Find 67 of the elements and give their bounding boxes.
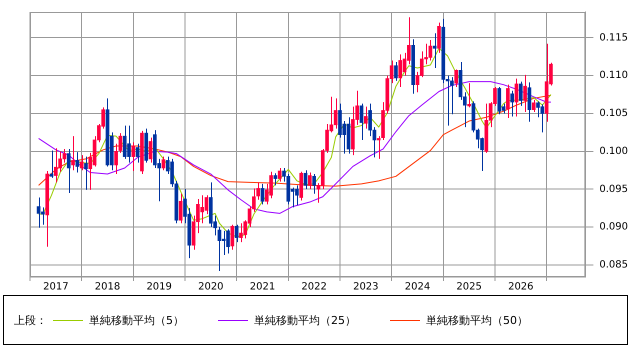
candlestick	[239, 222, 243, 243]
candlestick	[540, 104, 544, 133]
candlestick	[178, 193, 183, 224]
x-tick-label: 2019	[146, 282, 172, 293]
legend-label: 単純移動平均（25）	[254, 312, 356, 328]
candlestick	[127, 125, 131, 164]
candlestick	[260, 183, 264, 205]
candlestick	[122, 125, 127, 160]
candlestick	[162, 156, 166, 171]
candlestick	[454, 69, 458, 88]
candlestick	[510, 90, 514, 117]
x-tick-label: 2020	[198, 282, 224, 293]
candlestick	[368, 103, 372, 137]
candlestick	[364, 106, 368, 130]
y-tick-label: 0.115	[599, 32, 628, 44]
candlestick	[295, 184, 299, 206]
legend-label: 単純移動平均（50）	[426, 312, 528, 328]
x-tick-label: 2026	[508, 282, 534, 293]
candlestick	[304, 170, 308, 190]
y-tick-label: 0.100	[599, 146, 628, 157]
candlestick	[200, 194, 204, 224]
candlestick	[131, 142, 136, 172]
candlestick	[506, 84, 510, 118]
candlestick	[518, 81, 523, 106]
candlestick	[66, 148, 71, 194]
candlestick	[432, 32, 437, 69]
candlestick	[136, 143, 140, 164]
candlestick	[226, 228, 230, 254]
y-tick-label: 0.090	[599, 222, 628, 233]
candlestick	[437, 22, 441, 54]
candlestick	[71, 136, 75, 171]
candlestick	[278, 167, 282, 182]
candlestick	[84, 156, 88, 190]
candlestick	[76, 152, 80, 174]
x-tick-label: 2023	[353, 282, 379, 293]
x-tick-label: 2024	[404, 282, 430, 293]
candlestick	[528, 82, 532, 122]
candlestick	[312, 174, 316, 194]
x-tick-label: 2021	[250, 282, 276, 293]
candlestick	[360, 103, 364, 140]
candlestick	[514, 78, 518, 117]
candlestick	[308, 172, 312, 190]
candlestick	[80, 154, 84, 171]
x-tick-label: 2022	[301, 282, 327, 293]
candlestick	[536, 100, 540, 118]
y-tick-label: 0.110	[599, 70, 628, 82]
x-tick-label: 2018	[94, 282, 120, 293]
x-tick-label: 2017	[43, 282, 69, 293]
y-tick-label: 0.105	[599, 108, 628, 120]
candlestick	[50, 150, 54, 178]
candlestick	[36, 197, 40, 228]
candlestick	[230, 224, 234, 250]
y-tick-label: 0.085	[599, 259, 628, 270]
candlestick	[234, 224, 238, 243]
candlestick	[54, 148, 58, 183]
candlestick	[497, 86, 502, 115]
candlestick	[532, 99, 536, 112]
candlestick	[274, 172, 278, 186]
candlestick	[523, 74, 527, 112]
legend-label: 単純移動平均（5）	[89, 312, 184, 328]
x-tick-label: 2025	[456, 282, 482, 293]
y-tick-label: 0.095	[599, 184, 628, 195]
legend-title: 上段：	[14, 312, 47, 328]
candlestick	[334, 98, 338, 130]
candlestick	[398, 54, 402, 88]
candlestick	[148, 137, 152, 164]
candlestick	[394, 61, 398, 82]
